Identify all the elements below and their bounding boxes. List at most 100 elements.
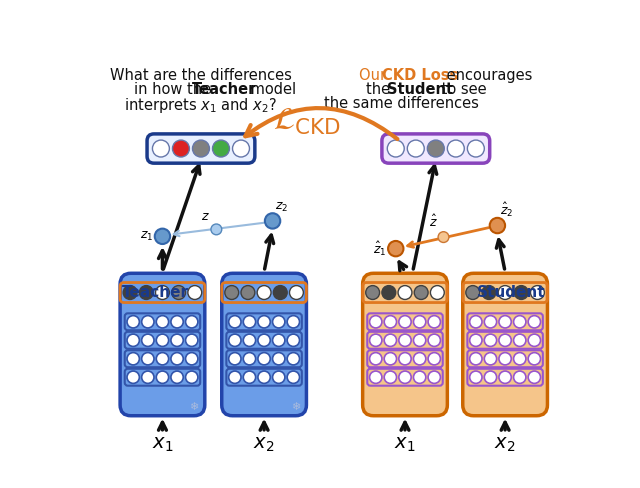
Circle shape (127, 316, 140, 328)
Text: What are the differences: What are the differences (110, 68, 292, 83)
Circle shape (232, 141, 250, 158)
Circle shape (127, 334, 140, 346)
Circle shape (484, 316, 497, 328)
Circle shape (399, 316, 411, 328)
Circle shape (265, 214, 280, 229)
Circle shape (127, 371, 140, 384)
Circle shape (384, 334, 397, 346)
Circle shape (384, 353, 397, 365)
Circle shape (414, 286, 428, 300)
Text: Teacher: Teacher (192, 81, 256, 97)
Circle shape (382, 286, 396, 300)
Circle shape (528, 316, 541, 328)
Circle shape (528, 371, 541, 384)
Circle shape (287, 334, 300, 346)
Circle shape (528, 334, 541, 346)
Circle shape (243, 334, 255, 346)
Circle shape (499, 316, 511, 328)
Circle shape (258, 334, 270, 346)
Circle shape (398, 286, 412, 300)
Circle shape (186, 353, 198, 365)
Circle shape (141, 316, 154, 328)
Circle shape (156, 353, 168, 365)
Circle shape (123, 286, 137, 300)
Circle shape (470, 371, 482, 384)
Circle shape (413, 334, 426, 346)
Circle shape (384, 371, 397, 384)
Circle shape (212, 141, 230, 158)
Circle shape (273, 334, 285, 346)
Circle shape (186, 334, 198, 346)
Circle shape (243, 353, 255, 365)
Circle shape (490, 219, 505, 234)
Circle shape (171, 316, 183, 328)
Text: Our: Our (359, 68, 390, 83)
Circle shape (228, 316, 241, 328)
Circle shape (513, 371, 526, 384)
Circle shape (287, 316, 300, 328)
Circle shape (365, 286, 380, 300)
Circle shape (243, 316, 255, 328)
Text: $z$: $z$ (202, 209, 210, 222)
Circle shape (369, 334, 382, 346)
Circle shape (140, 286, 153, 300)
Text: $\hat{z}_2$: $\hat{z}_2$ (500, 200, 513, 219)
Circle shape (172, 141, 189, 158)
Circle shape (258, 371, 270, 384)
Text: in how the: in how the (134, 81, 216, 97)
Circle shape (484, 371, 497, 384)
Circle shape (369, 316, 382, 328)
Text: $x_2$: $x_2$ (495, 434, 516, 453)
FancyBboxPatch shape (221, 274, 307, 416)
FancyBboxPatch shape (120, 274, 205, 416)
Circle shape (484, 334, 497, 346)
Circle shape (289, 286, 303, 300)
Circle shape (228, 334, 241, 346)
Circle shape (257, 286, 271, 300)
Text: $x_2$: $x_2$ (253, 434, 275, 453)
Text: $\hat{z}$: $\hat{z}$ (429, 214, 437, 230)
Circle shape (384, 316, 397, 328)
Circle shape (447, 141, 464, 158)
Text: encourages: encourages (442, 68, 532, 83)
FancyBboxPatch shape (363, 274, 447, 416)
Text: ❄: ❄ (291, 402, 300, 412)
Circle shape (156, 334, 168, 346)
Circle shape (193, 141, 209, 158)
Circle shape (273, 353, 285, 365)
Circle shape (273, 286, 287, 300)
Text: ❄: ❄ (189, 402, 198, 412)
Circle shape (428, 316, 440, 328)
Circle shape (156, 316, 168, 328)
Circle shape (498, 286, 512, 300)
Circle shape (484, 353, 497, 365)
Circle shape (388, 242, 403, 257)
FancyBboxPatch shape (147, 135, 255, 164)
Circle shape (228, 353, 241, 365)
Circle shape (466, 286, 480, 300)
Text: model: model (246, 81, 296, 97)
Circle shape (156, 286, 170, 300)
Circle shape (225, 286, 239, 300)
Circle shape (152, 141, 170, 158)
FancyBboxPatch shape (463, 274, 547, 416)
Circle shape (186, 316, 198, 328)
Circle shape (171, 334, 183, 346)
Circle shape (188, 286, 202, 300)
Circle shape (428, 334, 440, 346)
Text: the: the (365, 81, 394, 97)
Circle shape (172, 286, 186, 300)
Circle shape (482, 286, 496, 300)
Circle shape (141, 334, 154, 346)
Circle shape (387, 141, 404, 158)
Circle shape (369, 371, 382, 384)
Circle shape (141, 371, 154, 384)
Text: Student: Student (477, 285, 546, 300)
Circle shape (499, 353, 511, 365)
Circle shape (171, 371, 183, 384)
Text: Teacher: Teacher (122, 285, 189, 300)
Circle shape (413, 371, 426, 384)
Text: CKD Loss: CKD Loss (382, 68, 458, 83)
Circle shape (470, 353, 482, 365)
Text: interprets $\boldsymbol{x_1}$ and $\boldsymbol{x_2}$?: interprets $\boldsymbol{x_1}$ and $\bold… (124, 96, 278, 114)
